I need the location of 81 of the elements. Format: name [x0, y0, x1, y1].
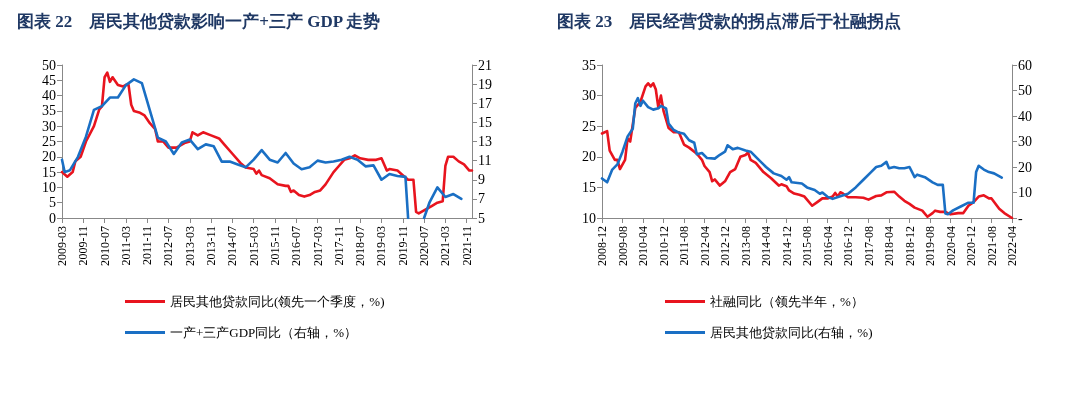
x-tick-label: 2013-03	[182, 226, 197, 266]
x-tick-label: 2020-04	[943, 226, 958, 266]
legend-label: 居民其他贷款同比(右轴，%)	[710, 325, 873, 340]
y2-tick-label: 7	[478, 191, 485, 207]
x-tick-label: 2019-08	[923, 226, 937, 266]
x-tick-label: 2010-04	[636, 226, 650, 266]
y-tick-label: 15	[582, 179, 596, 195]
y2-tick-label: 9	[478, 172, 485, 188]
y-tick-label: 35	[42, 103, 56, 119]
y2-tick-label: 15	[478, 114, 492, 130]
x-tick-label: 2017-03	[310, 226, 325, 266]
y-tick-label: 20	[582, 149, 596, 165]
x-tick-label: 2021-03	[438, 226, 453, 266]
y2-tick-label: 30	[1018, 134, 1032, 149]
x-tick-label: 2018-04	[882, 226, 896, 266]
x-tick-label: 2016-12	[841, 226, 855, 266]
y-tick-label: 5	[49, 195, 56, 211]
chart-title: 图表 23 居民经营贷款的拐点滞后于社融拐点	[557, 12, 902, 31]
y2-tick-label: 60	[1018, 57, 1032, 73]
x-tick-label: 2009-03	[55, 226, 69, 266]
y-tick-label: 10	[582, 210, 596, 226]
legend-label: 一产+三产GDP同比（右轴，%）	[170, 325, 358, 340]
x-tick-label: 2018-12	[902, 226, 917, 266]
x-tick-label: 2012-04	[697, 226, 712, 266]
legend-label: 社融同比（领先半年，%）	[710, 294, 864, 309]
x-tick-label: 2011-11	[140, 226, 155, 266]
y2-tick-label: 40	[1018, 108, 1032, 124]
x-tick-label: 2014-07	[225, 226, 240, 266]
x-tick-label: 2012-07	[161, 226, 176, 266]
x-tick-label: 2016-04	[820, 226, 835, 266]
y-tick-label: 10	[42, 179, 56, 195]
x-tick-label: 2008-12	[595, 226, 609, 266]
y-tick-label: 20	[42, 149, 56, 165]
y-tick-label: 15	[42, 164, 56, 180]
line-series	[600, 96, 1004, 216]
y2-tick-label: 11	[478, 153, 492, 169]
y-tick-label: 30	[582, 88, 596, 104]
x-tick-label: 2015-03	[246, 226, 261, 266]
x-tick-label: 2017-08	[861, 226, 876, 266]
y-tick-label: 25	[42, 134, 56, 149]
y2-tick-label: 50	[1018, 83, 1032, 98]
y2-tick-label: -	[1018, 210, 1023, 226]
x-tick-label: 2022-04	[1005, 226, 1019, 266]
y-tick-label: 25	[582, 118, 596, 134]
x-tick-label: 2014-12	[779, 226, 794, 266]
x-tick-label: 2015-11	[267, 226, 282, 266]
x-tick-label: 2009-08	[615, 226, 630, 266]
x-tick-label: 2015-08	[800, 226, 814, 266]
x-tick-label: 2012-12	[718, 226, 732, 266]
y-tick-label: 50	[42, 57, 56, 73]
y2-tick-label: 17	[478, 95, 492, 111]
x-tick-label: 2013-11	[204, 226, 219, 266]
x-tick-label: 2016-07	[289, 226, 304, 266]
y-tick-label: 40	[42, 88, 56, 104]
x-tick-label: 2014-04	[759, 226, 773, 266]
x-tick-label: 2017-11	[331, 226, 346, 266]
y2-tick-label: 13	[478, 134, 492, 149]
y2-tick-label: 20	[1018, 159, 1032, 175]
x-tick-label: 2010-12	[656, 226, 671, 266]
x-tick-label: 2010-07	[97, 226, 112, 266]
y2-tick-label: 10	[1018, 185, 1032, 200]
y-tick-label: 30	[42, 118, 56, 134]
y2-tick-label: 21	[478, 57, 492, 73]
x-tick-label: 2018-07	[353, 226, 368, 266]
chart-title: 图表 22 居民其他贷款影响一产+三产 GDP 走势	[17, 12, 381, 31]
x-tick-label: 2021-11	[459, 226, 474, 266]
x-tick-label: 2011-03	[118, 226, 133, 266]
legend-label: 居民其他贷款同比(领先一个季度，%)	[170, 294, 385, 309]
y2-tick-label: 19	[478, 76, 492, 92]
x-tick-label: 2019-11	[395, 226, 410, 266]
y-tick-label: 0	[49, 210, 56, 226]
x-tick-label: 2020-07	[417, 226, 432, 266]
x-tick-label: 2011-08	[677, 226, 691, 266]
x-tick-label: 2021-08	[984, 226, 999, 266]
x-tick-label: 2020-12	[964, 226, 978, 266]
x-tick-label: 2009-11	[76, 226, 91, 266]
x-tick-label: 2013-08	[738, 226, 753, 266]
x-tick-label: 2019-03	[374, 226, 389, 266]
y-tick-label: 45	[42, 72, 56, 88]
y-tick-label: 35	[582, 57, 596, 73]
y2-tick-label: 5	[478, 210, 485, 226]
